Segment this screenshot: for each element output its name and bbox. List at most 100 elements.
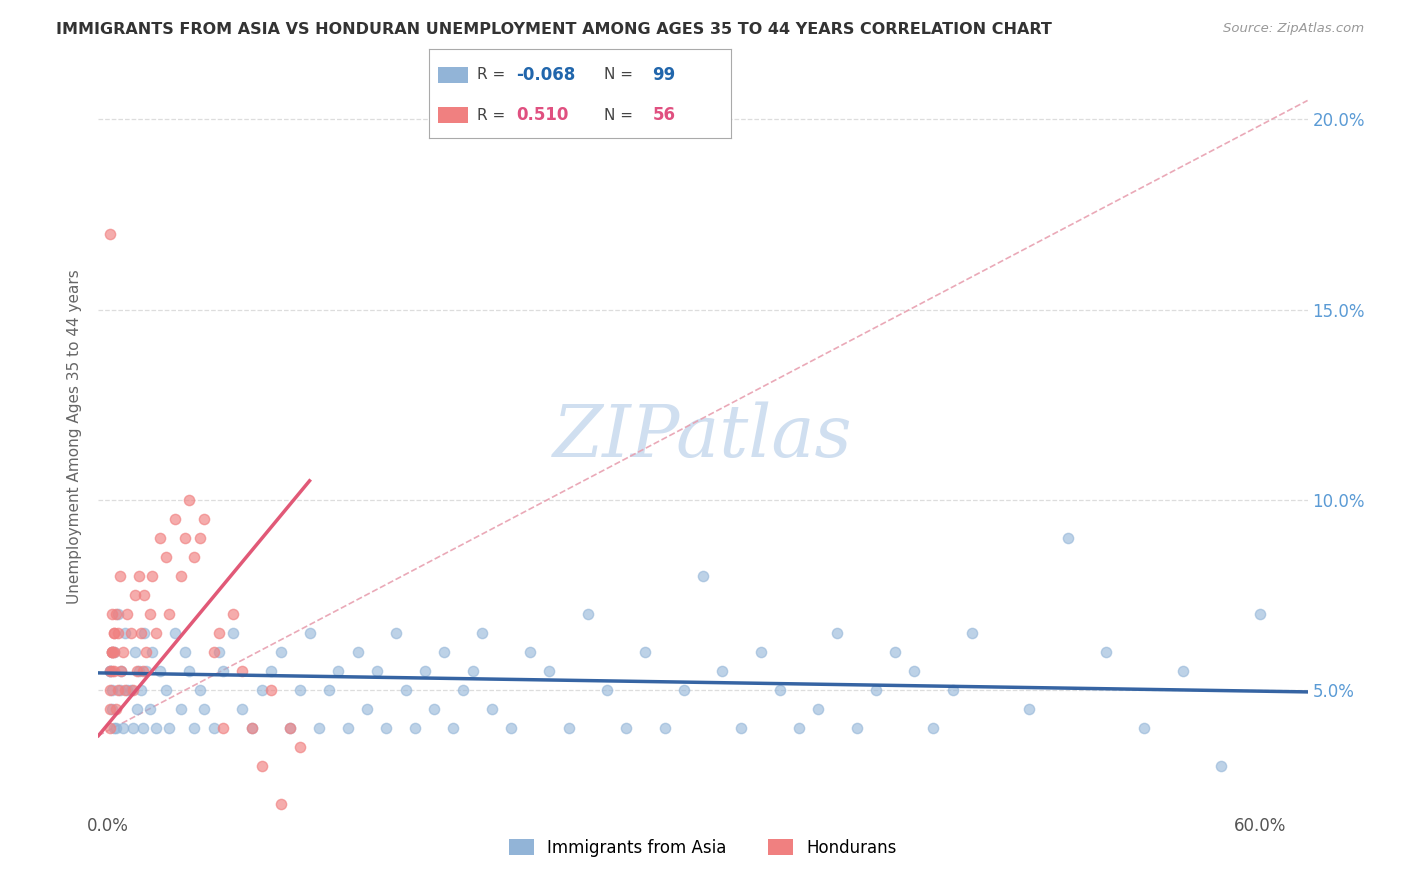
Point xyxy=(128,569,150,583)
Point xyxy=(202,645,225,659)
Point xyxy=(922,721,945,735)
Point xyxy=(103,626,125,640)
Point xyxy=(128,664,150,678)
Point xyxy=(125,664,148,678)
Point xyxy=(104,721,127,735)
Point xyxy=(280,721,302,735)
Point xyxy=(1171,664,1194,678)
Point xyxy=(451,683,474,698)
Point xyxy=(260,683,283,698)
Point xyxy=(173,645,195,659)
Point xyxy=(481,702,503,716)
Point xyxy=(1249,607,1271,621)
Point xyxy=(356,702,378,716)
Point xyxy=(903,664,925,678)
Point xyxy=(1211,759,1233,773)
Text: Source: ZipAtlas.com: Source: ZipAtlas.com xyxy=(1223,22,1364,36)
Point xyxy=(107,626,129,640)
Point xyxy=(108,683,131,698)
Text: N =: N = xyxy=(605,108,638,122)
Point xyxy=(538,664,561,678)
Point xyxy=(145,626,167,640)
Point xyxy=(231,702,253,716)
Bar xyxy=(437,107,468,123)
Point xyxy=(103,645,125,659)
Point xyxy=(250,759,273,773)
Point xyxy=(101,683,124,698)
Point xyxy=(557,721,579,735)
Point xyxy=(141,569,163,583)
Point xyxy=(101,645,124,659)
Point xyxy=(103,664,125,678)
Point xyxy=(288,683,311,698)
Point xyxy=(173,531,195,545)
Point xyxy=(614,721,637,735)
Point xyxy=(145,721,167,735)
Point xyxy=(1018,702,1040,716)
Point xyxy=(260,664,283,678)
Point xyxy=(576,607,599,621)
Point xyxy=(231,664,253,678)
Point xyxy=(1056,531,1078,545)
Point xyxy=(672,683,695,698)
Point xyxy=(165,512,187,526)
Point xyxy=(98,664,121,678)
Point xyxy=(280,721,302,735)
Point xyxy=(98,664,121,678)
Text: IMMIGRANTS FROM ASIA VS HONDURAN UNEMPLOYMENT AMONG AGES 35 TO 44 YEARS CORRELAT: IMMIGRANTS FROM ASIA VS HONDURAN UNEMPLO… xyxy=(56,22,1052,37)
Point xyxy=(827,626,849,640)
Point xyxy=(404,721,426,735)
Point xyxy=(188,683,211,698)
Point xyxy=(98,664,121,678)
Text: 56: 56 xyxy=(652,106,675,124)
Point xyxy=(288,740,311,755)
Point xyxy=(131,721,153,735)
Point xyxy=(318,683,340,698)
Point xyxy=(170,702,193,716)
Point xyxy=(125,702,148,716)
Point xyxy=(845,721,868,735)
Point xyxy=(124,645,146,659)
Point xyxy=(884,645,907,659)
Point xyxy=(115,683,138,698)
Point xyxy=(101,645,124,659)
Point xyxy=(120,626,142,640)
Point xyxy=(131,664,153,678)
Point xyxy=(134,626,156,640)
Point xyxy=(787,721,810,735)
Point xyxy=(155,549,177,564)
Point xyxy=(98,683,121,698)
Point xyxy=(433,645,456,659)
Point xyxy=(193,702,215,716)
Point xyxy=(103,721,125,735)
Point xyxy=(328,664,350,678)
Point xyxy=(134,588,156,602)
Point xyxy=(461,664,484,678)
Point xyxy=(98,702,121,716)
Point xyxy=(114,683,136,698)
Point xyxy=(212,664,235,678)
Text: N =: N = xyxy=(605,68,638,82)
Point xyxy=(183,549,205,564)
Point xyxy=(298,626,321,640)
Point xyxy=(110,664,132,678)
Point xyxy=(375,721,398,735)
Bar xyxy=(437,67,468,83)
Point xyxy=(129,683,152,698)
Point xyxy=(149,664,172,678)
Point xyxy=(110,664,132,678)
Point xyxy=(270,797,292,811)
Point xyxy=(366,664,388,678)
Text: 99: 99 xyxy=(652,66,676,84)
Point xyxy=(692,569,714,583)
Point xyxy=(749,645,772,659)
Point xyxy=(165,626,187,640)
Point xyxy=(98,227,121,241)
Point xyxy=(141,645,163,659)
Point xyxy=(159,607,181,621)
Point xyxy=(240,721,263,735)
Point xyxy=(155,683,177,698)
Point xyxy=(108,569,131,583)
Point xyxy=(139,607,162,621)
Point xyxy=(443,721,465,735)
